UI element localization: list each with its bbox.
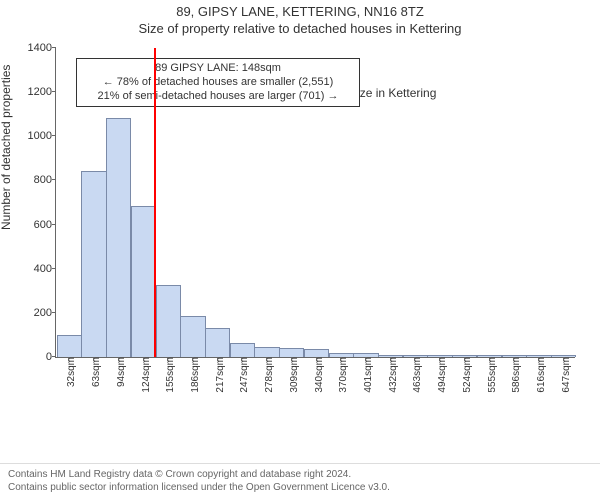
y-tick-label: 1000: [14, 130, 56, 142]
x-tick-mark: [464, 357, 465, 361]
histogram-bar: [254, 347, 279, 357]
y-tick-label: 200: [14, 307, 56, 319]
footer-line-1: Contains HM Land Registry data © Crown c…: [8, 468, 592, 481]
y-tick-mark: [52, 312, 56, 313]
title-address: 89, GIPSY LANE, KETTERING, NN16 8TZ: [0, 0, 600, 19]
x-tick-label: 647sqm: [559, 357, 572, 393]
x-tick-mark: [439, 357, 440, 361]
x-tick-label: 401sqm: [361, 357, 374, 393]
footer-line-2: Contains public sector information licen…: [8, 481, 592, 494]
x-tick-label: 309sqm: [287, 357, 300, 393]
x-tick-mark: [241, 357, 242, 361]
histogram-bar: [279, 348, 304, 357]
x-tick-mark: [93, 357, 94, 361]
chart-container: 89, GIPSY LANE, KETTERING, NN16 8TZ Size…: [0, 0, 600, 500]
x-tick-label: 494sqm: [435, 357, 448, 393]
x-tick-mark: [167, 357, 168, 361]
x-tick-label: 278sqm: [262, 357, 275, 393]
x-tick-label: 217sqm: [213, 357, 226, 393]
histogram-bar: [180, 316, 205, 357]
x-tick-label: 463sqm: [410, 357, 423, 393]
annotation-line: ← 78% of detached houses are smaller (2,…: [83, 76, 353, 90]
x-tick-label: 555sqm: [485, 357, 498, 393]
annotation-line: 21% of semi-detached houses are larger (…: [83, 90, 353, 104]
y-tick-mark: [52, 47, 56, 48]
x-tick-label: 370sqm: [336, 357, 349, 393]
y-tick-label: 0: [14, 351, 56, 363]
x-tick-label: 32sqm: [64, 357, 77, 387]
title-subtitle: Size of property relative to detached ho…: [0, 19, 600, 40]
y-tick-mark: [52, 356, 56, 357]
x-tick-mark: [513, 357, 514, 361]
histogram-bar: [304, 349, 329, 357]
footer: Contains HM Land Registry data © Crown c…: [0, 463, 600, 500]
x-tick-label: 63sqm: [89, 357, 102, 387]
histogram-bar: [156, 285, 181, 357]
x-tick-label: 616sqm: [534, 357, 547, 393]
x-tick-label: 432sqm: [386, 357, 399, 393]
y-tick-label: 600: [14, 219, 56, 231]
y-tick-mark: [52, 224, 56, 225]
marker-line: [154, 48, 156, 357]
x-tick-mark: [143, 357, 144, 361]
histogram-bar: [106, 118, 131, 357]
histogram-bar: [230, 343, 255, 357]
x-tick-mark: [266, 357, 267, 361]
y-tick-label: 400: [14, 263, 56, 275]
x-tick-mark: [414, 357, 415, 361]
y-axis-label: Number of detached properties: [0, 65, 13, 230]
y-tick-mark: [52, 268, 56, 269]
x-tick-mark: [340, 357, 341, 361]
annotation-line: 89 GIPSY LANE: 148sqm: [83, 62, 353, 76]
x-tick-mark: [68, 357, 69, 361]
histogram-bar: [57, 335, 82, 357]
x-tick-label: 124sqm: [139, 357, 152, 393]
x-tick-label: 94sqm: [114, 357, 127, 387]
x-tick-label: 340sqm: [312, 357, 325, 393]
y-tick-label: 800: [14, 174, 56, 186]
y-tick-mark: [52, 135, 56, 136]
x-tick-mark: [217, 357, 218, 361]
x-tick-mark: [291, 357, 292, 361]
x-tick-label: 155sqm: [163, 357, 176, 393]
y-tick-label: 1200: [14, 86, 56, 98]
x-tick-mark: [538, 357, 539, 361]
annotation-box: 89 GIPSY LANE: 148sqm← 78% of detached h…: [76, 58, 360, 107]
x-tick-label: 247sqm: [237, 357, 250, 393]
y-tick-label: 1400: [14, 42, 56, 54]
x-tick-label: 586sqm: [509, 357, 522, 393]
x-tick-mark: [192, 357, 193, 361]
y-tick-mark: [52, 179, 56, 180]
plot-wrap: Number of detached properties 89 GIPSY L…: [0, 40, 600, 420]
histogram-bar: [131, 206, 156, 357]
x-tick-label: 186sqm: [188, 357, 201, 393]
x-tick-label: 524sqm: [460, 357, 473, 393]
x-tick-mark: [489, 357, 490, 361]
x-tick-mark: [118, 357, 119, 361]
y-tick-mark: [52, 91, 56, 92]
histogram-bar: [81, 171, 106, 357]
x-tick-mark: [563, 357, 564, 361]
x-tick-mark: [390, 357, 391, 361]
histogram-bar: [205, 328, 230, 357]
plot-area: 89 GIPSY LANE: 148sqm← 78% of detached h…: [55, 48, 575, 358]
x-tick-mark: [365, 357, 366, 361]
x-tick-mark: [316, 357, 317, 361]
